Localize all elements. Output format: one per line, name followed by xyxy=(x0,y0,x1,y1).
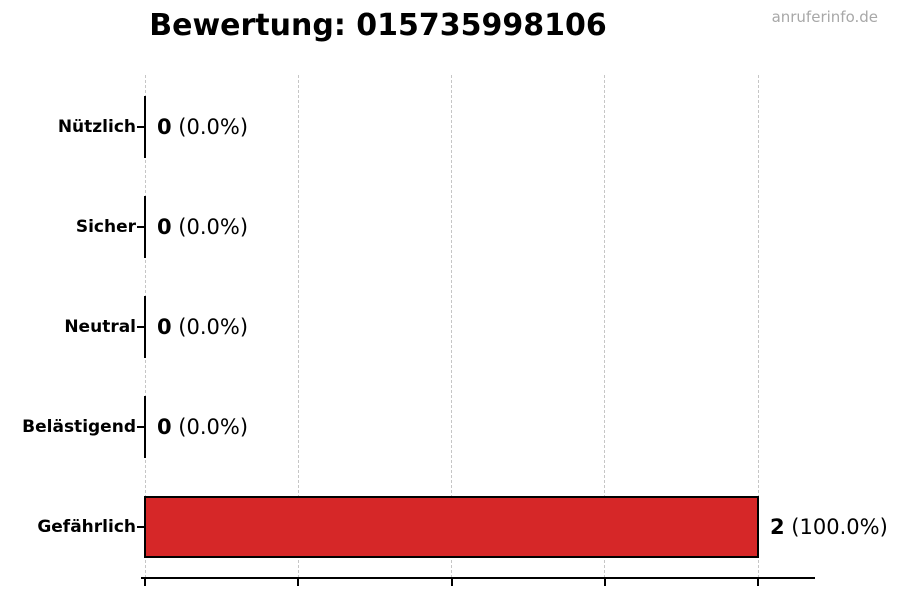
zero-bar-edge xyxy=(144,396,146,458)
value-label: 0 (0.0%) xyxy=(157,315,248,339)
value-percent: (100.0%) xyxy=(784,515,888,539)
value-label: 0 (0.0%) xyxy=(157,215,248,239)
value-count: 2 xyxy=(770,515,785,539)
y-axis-tick xyxy=(137,526,145,528)
x-gridline xyxy=(604,75,606,578)
value-count: 0 xyxy=(157,315,172,339)
value-label: 0 (0.0%) xyxy=(157,115,248,139)
y-axis-tick xyxy=(137,326,145,328)
category-label: Gefährlich xyxy=(37,517,136,537)
x-gridline xyxy=(297,75,299,578)
watermark-text: anruferinfo.de xyxy=(771,8,878,26)
value-percent: (0.0%) xyxy=(171,415,249,439)
value-count: 0 xyxy=(157,215,172,239)
x-axis-line xyxy=(141,577,815,579)
x-axis-tick xyxy=(757,579,759,586)
chart-title: Bewertung: 015735998106 xyxy=(149,8,607,43)
value-count: 0 xyxy=(157,415,172,439)
category-label: Sicher xyxy=(75,217,136,237)
x-axis-tick xyxy=(450,579,453,586)
category-label: Nützlich xyxy=(57,117,136,137)
x-axis-tick xyxy=(603,579,606,586)
value-percent: (0.0%) xyxy=(171,115,249,139)
value-percent: (0.0%) xyxy=(171,215,249,239)
x-axis-tick xyxy=(297,579,300,586)
value-percent: (0.0%) xyxy=(171,315,249,339)
value-count: 0 xyxy=(157,115,172,139)
value-label: 2 (100.0%) xyxy=(770,515,888,539)
category-label: Belästigend xyxy=(22,417,136,437)
y-axis-tick xyxy=(137,226,145,228)
zero-bar-edge xyxy=(144,96,146,158)
value-label: 0 (0.0%) xyxy=(157,415,248,439)
x-axis-tick xyxy=(144,579,146,586)
x-gridline xyxy=(451,75,452,578)
zero-bar-edge xyxy=(144,296,146,358)
y-axis-tick xyxy=(137,426,145,428)
bar-gefährlich xyxy=(144,496,759,558)
category-label: Neutral xyxy=(64,317,136,337)
x-gridline xyxy=(757,75,759,578)
y-axis-tick xyxy=(137,126,145,128)
zero-bar-edge xyxy=(144,196,146,258)
